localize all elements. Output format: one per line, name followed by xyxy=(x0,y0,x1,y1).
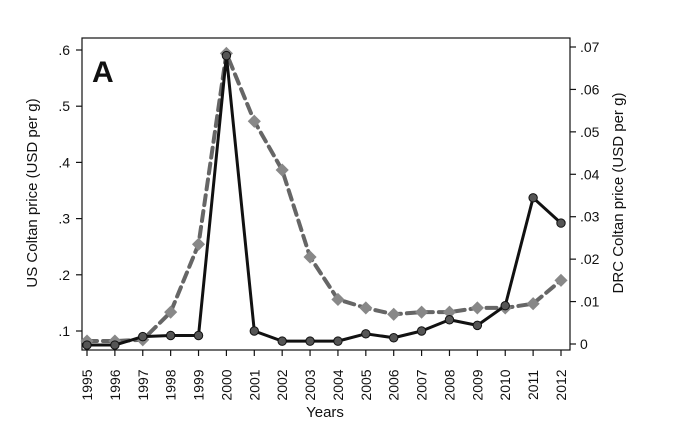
right-y-axis-title: DRC Coltan price (USD per g) xyxy=(610,93,627,294)
x-tick-label: 2010 xyxy=(497,369,513,400)
series-1-point xyxy=(193,330,204,341)
series-2-point xyxy=(415,305,429,319)
x-tick-label: 2008 xyxy=(441,369,457,400)
x-tick-label: 2003 xyxy=(302,369,318,400)
right-y-tick-label: .07 xyxy=(580,39,600,55)
series-1-point xyxy=(277,336,287,346)
series-1-point xyxy=(500,301,510,311)
series-2-point xyxy=(387,307,401,321)
left-y-tick-label: .3 xyxy=(58,211,70,227)
series-2-point xyxy=(331,292,345,307)
series-2-point xyxy=(303,250,317,264)
x-tick-label: 2004 xyxy=(330,369,346,400)
left-y-tick-label: .2 xyxy=(58,267,70,283)
x-tick-label: 2011 xyxy=(525,370,541,400)
right-y-tick-label: .04 xyxy=(580,166,600,182)
label-layer: A Years US Coltan price (USD per g) DRC … xyxy=(24,56,627,421)
x-tick-label: 2005 xyxy=(358,369,374,400)
right-y-tick-label: .03 xyxy=(580,209,600,225)
right-y-tick-label: .02 xyxy=(580,251,600,267)
series-layer xyxy=(80,46,568,350)
left-y-tick-label: .4 xyxy=(58,154,70,170)
plot-frame xyxy=(81,37,571,351)
right-y-tick-label: .05 xyxy=(580,124,600,140)
series-2-point xyxy=(359,301,373,315)
left-y-axis-title: US Coltan price (USD per g) xyxy=(24,98,41,287)
series-2-point xyxy=(526,297,540,311)
x-tick-label: 1996 xyxy=(107,369,123,400)
series-2-point xyxy=(554,273,568,287)
series-1-point xyxy=(472,320,483,331)
axes-layer: .1 .2 .3 .4 .5 .6 0 .01 .02 .03 .04 .05 .06 .07 1995 19… xyxy=(58,37,600,401)
x-tick-label: 1995 xyxy=(79,369,95,400)
series-1-point xyxy=(110,340,120,350)
left-y-tick-label: .5 xyxy=(58,98,70,114)
series-1-point xyxy=(444,315,455,325)
x-tick-label: 1997 xyxy=(135,369,151,400)
series-1-line xyxy=(85,54,563,347)
series-2-point xyxy=(275,163,289,177)
series-2-point xyxy=(247,114,261,128)
x-tick-label: 2012 xyxy=(553,369,569,400)
series-1-point xyxy=(528,193,538,203)
x-tick-label: 2000 xyxy=(218,369,234,400)
series-1-point xyxy=(416,326,427,336)
right-y-tick-label: .01 xyxy=(580,294,600,310)
series-1-point xyxy=(333,336,343,346)
series-1-point xyxy=(165,330,176,341)
x-tick-label: 1998 xyxy=(163,369,179,400)
series-1-point xyxy=(305,336,315,346)
x-tick-label: 2006 xyxy=(386,369,402,400)
series-2-point xyxy=(470,301,484,315)
left-y-tick-label: .1 xyxy=(58,323,70,339)
series-2-point xyxy=(164,305,178,319)
series-1-point xyxy=(389,333,399,343)
panel-label: A xyxy=(92,56,114,89)
series-1-point xyxy=(82,340,92,350)
series-2-line xyxy=(85,51,563,344)
x-tick-label: 2009 xyxy=(469,369,485,400)
series-1-point xyxy=(249,326,259,336)
left-y-tick-label: .6 xyxy=(58,42,70,58)
series-1-point xyxy=(361,329,371,339)
series-1-point xyxy=(556,218,566,228)
series-1-point xyxy=(221,50,232,61)
series-2-point xyxy=(191,237,206,251)
right-y-tick-label: .06 xyxy=(580,81,600,97)
series-1-point xyxy=(138,331,148,342)
x-tick-label: 1999 xyxy=(191,369,207,400)
x-tick-label: 2002 xyxy=(274,369,290,400)
x-axis-title: Years xyxy=(306,404,344,421)
x-tick-label: 2007 xyxy=(414,369,430,400)
right-y-tick-label: 0 xyxy=(580,336,588,352)
x-tick-label: 2001 xyxy=(246,369,262,400)
